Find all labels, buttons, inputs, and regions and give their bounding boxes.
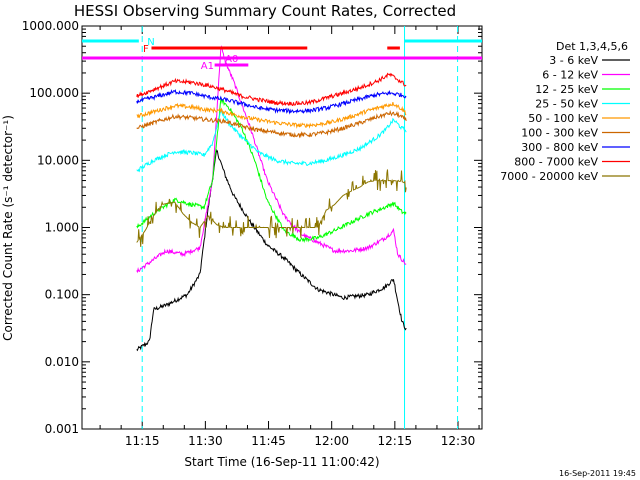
legend-title: Det 1,3,4,5,6	[556, 40, 628, 53]
legend-entry-label: 300 - 800 keV	[521, 141, 598, 154]
flag-label: A0	[225, 54, 238, 65]
legend-entry-label: 50 - 100 keV	[528, 112, 598, 125]
x-tick-label: 12:30	[441, 434, 476, 448]
series-group	[137, 47, 407, 351]
series-line	[137, 150, 407, 350]
y-tick-label: 100.000	[29, 86, 79, 100]
legend-entry-label: 6 - 12 keV	[542, 69, 598, 82]
series-line	[137, 109, 407, 171]
x-tick-label: 12:15	[378, 434, 413, 448]
y-tick-label: 0.100	[45, 288, 79, 302]
y-axis-label: Corrected Count Rate (s⁻¹ detector⁻¹)	[1, 115, 15, 341]
flag-label: A1	[201, 61, 214, 72]
axes-group: 0.001 0.010 0.100 1.000 10.000 100.000 1000.00…	[22, 19, 482, 448]
chart-title: HESSI Observing Summary Count Rates, Cor…	[74, 2, 456, 20]
x-tick-label: 11:15	[125, 434, 160, 448]
y-tick-label: 1000.000	[22, 19, 79, 33]
y-tick-label: 0.001	[45, 422, 79, 436]
legend-entry-label: 25 - 50 keV	[535, 98, 598, 111]
timestamp: 16-Sep-2011 19:45	[559, 469, 636, 478]
legend-entry-label: 7000 - 20000 keV	[500, 170, 598, 183]
y-tick-label: 10.000	[37, 153, 79, 167]
y-tick-label: 1.000	[45, 221, 79, 235]
x-tick-label: 11:30	[188, 434, 223, 448]
legend-entry-label: 100 - 300 keV	[521, 127, 598, 140]
series-line	[137, 74, 407, 106]
flag-label: F	[143, 44, 149, 55]
series-line	[137, 112, 407, 137]
series-line	[137, 102, 407, 127]
legend-entry-label: 12 - 25 keV	[535, 83, 598, 96]
x-tick-label: 12:00	[314, 434, 349, 448]
x-tick-label: 11:45	[251, 434, 286, 448]
legend-entry-label: 800 - 7000 keV	[514, 156, 598, 169]
y-tick-label: 0.010	[45, 355, 79, 369]
legend-entry-label: 3 - 6 keV	[549, 54, 598, 67]
x-axis-label: Start Time (16-Sep-11 11:00:42)	[184, 455, 379, 469]
